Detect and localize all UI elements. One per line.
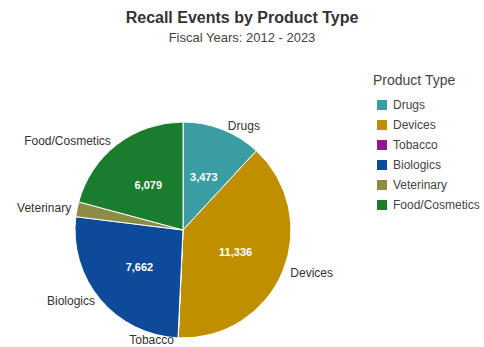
svg-text:Drugs: Drugs bbox=[228, 119, 260, 133]
svg-text:Biologics: Biologics bbox=[393, 158, 441, 172]
svg-text:Recall Events by Product Type: Recall Events by Product Type bbox=[126, 9, 359, 26]
svg-text:Food/Cosmetics: Food/Cosmetics bbox=[393, 198, 480, 212]
svg-text:Tobacco: Tobacco bbox=[129, 333, 174, 347]
svg-text:Veterinary: Veterinary bbox=[393, 178, 447, 192]
svg-text:Veterinary: Veterinary bbox=[17, 201, 71, 215]
svg-text:Drugs: Drugs bbox=[393, 98, 425, 112]
svg-text:6,079: 6,079 bbox=[135, 179, 163, 191]
svg-text:Fiscal Years: 2012 - 2023: Fiscal Years: 2012 - 2023 bbox=[169, 30, 316, 45]
svg-text:Product Type: Product Type bbox=[373, 72, 455, 88]
svg-text:11,336: 11,336 bbox=[219, 246, 252, 258]
svg-text:Food/Cosmetics: Food/Cosmetics bbox=[24, 134, 111, 148]
svg-text:7,662: 7,662 bbox=[126, 261, 154, 273]
svg-text:Devices: Devices bbox=[393, 118, 436, 132]
svg-text:Tobacco: Tobacco bbox=[393, 138, 438, 152]
svg-text:Devices: Devices bbox=[290, 266, 333, 280]
svg-text:Biologics: Biologics bbox=[47, 294, 95, 308]
svg-text:3,473: 3,473 bbox=[190, 171, 218, 183]
